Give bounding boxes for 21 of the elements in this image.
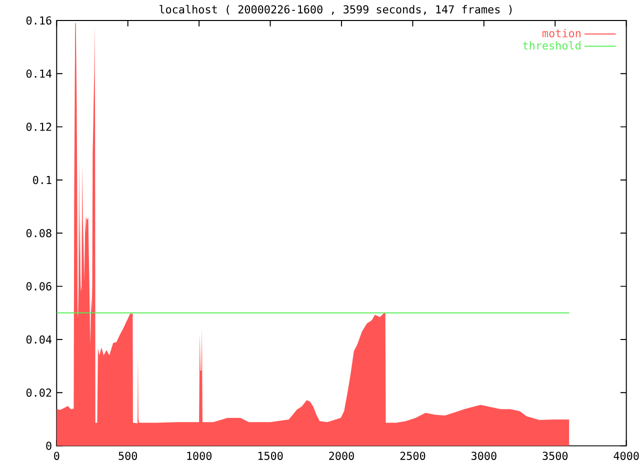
legend-label: threshold (522, 40, 580, 50)
y-tick-label: 0.02 (26, 388, 52, 397)
x-tick-label: 3500 (542, 452, 568, 460)
y-tick-label: 0.1 (33, 176, 52, 184)
x-tick-label: 0 (54, 452, 60, 460)
y-tick-label: 0.06 (26, 282, 52, 290)
x-tick-label: 3000 (471, 452, 496, 460)
x-tick-label: 2000 (329, 452, 354, 460)
y-tick-label: 0.04 (26, 335, 52, 344)
x-tick-label: 4000 (614, 452, 639, 460)
y-tick-label: 0.08 (26, 228, 52, 238)
x-tick-label: 1500 (258, 452, 283, 460)
y-tick-label: 0.16 (26, 16, 52, 25)
legend-label: motion (542, 28, 580, 38)
x-tick-label: 2500 (400, 452, 426, 460)
y-tick-label: 0.14 (26, 69, 52, 78)
chart-title: localhost ( 20000226-1600 , 3599 seconds, 147 frames ) (160, 4, 512, 15)
x-tick-label: 1000 (187, 452, 212, 460)
x-tick-label: 500 (118, 452, 138, 460)
y-tick-label: 0 (46, 442, 52, 450)
y-tick-label: 0.12 (26, 122, 52, 131)
